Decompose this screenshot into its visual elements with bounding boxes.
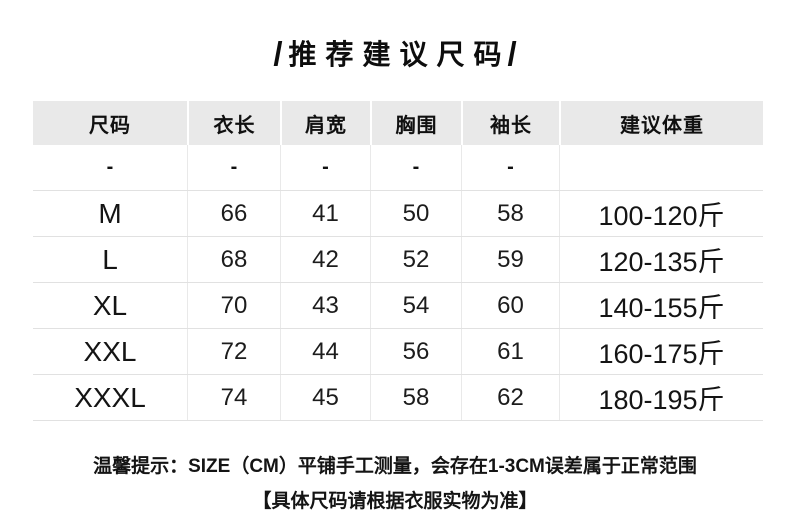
table-header-row: 尺码 衣长 肩宽 胸围 袖长 建议体重 bbox=[33, 101, 763, 145]
table-cell: 60 bbox=[461, 283, 559, 328]
table-cell: 45 bbox=[280, 375, 370, 420]
table-cell: XXL bbox=[83, 335, 137, 367]
table-cell: 180-195斤 bbox=[559, 375, 763, 420]
table-cell: 44 bbox=[280, 329, 370, 374]
table-cell: 74 bbox=[187, 375, 280, 420]
page-title-text: 推荐建议尺码 bbox=[288, 39, 511, 70]
footer-note-line2: 【具体尺码请根据衣服实物为准】 bbox=[252, 491, 538, 512]
table-row: XXXL 74 45 58 62 180-195斤 bbox=[33, 375, 763, 421]
table-cell: - bbox=[187, 145, 280, 190]
table-cell: XXXL bbox=[74, 381, 146, 413]
table-cell: M bbox=[98, 197, 122, 229]
table-cell: 72 bbox=[187, 329, 280, 374]
title-slash-left-icon: / bbox=[273, 35, 283, 72]
table-cell: - bbox=[461, 145, 559, 190]
table-cell: - bbox=[106, 156, 114, 178]
table-row: XL 70 43 54 60 140-155斤 bbox=[33, 283, 763, 329]
table-row: ----- bbox=[33, 145, 763, 191]
column-header-suggested-weight: 建议体重 bbox=[559, 101, 763, 145]
column-header-size: 尺码 bbox=[33, 101, 187, 145]
table-cell: 140-155斤 bbox=[559, 283, 763, 328]
table-cell: - bbox=[370, 145, 461, 190]
table-cell: 62 bbox=[461, 375, 559, 420]
table-body: - - - - - M 66 41 50 58 100-120斤 L 68 42 52 59 120-135斤 X… bbox=[33, 145, 763, 421]
table-cell: - bbox=[280, 145, 370, 190]
table-row: XXL 72 44 56 61 160-175斤 bbox=[33, 329, 763, 375]
table-cell: 58 bbox=[370, 375, 461, 420]
column-header-sleeve-length: 袖长 bbox=[461, 101, 559, 145]
table-cell: 42 bbox=[280, 237, 370, 282]
table-cell: 68 bbox=[187, 237, 280, 282]
footer-note-line1: 温馨提示：SIZE（CM）平铺手工测量，会存在1-3CM误差属于正常范围 bbox=[93, 456, 697, 477]
table-cell: 59 bbox=[461, 237, 559, 282]
table-cell: 66 bbox=[187, 191, 280, 236]
title-slash-right-icon: / bbox=[507, 35, 517, 72]
size-table: 尺码 衣长 肩宽 胸围 袖长 建议体重 - - - - - M 66 41 50 58 100-12… bbox=[33, 101, 763, 421]
table-cell: 54 bbox=[370, 283, 461, 328]
table-cell: 61 bbox=[461, 329, 559, 374]
table-cell: 50 bbox=[370, 191, 461, 236]
table-cell: 43 bbox=[280, 283, 370, 328]
table-cell: 41 bbox=[280, 191, 370, 236]
table-cell: 58 bbox=[461, 191, 559, 236]
page-title: / 推荐建议尺码/ bbox=[0, 33, 790, 73]
table-row: M 66 41 50 58 100-120斤 bbox=[33, 191, 763, 237]
table-cell: XL bbox=[92, 289, 128, 321]
column-header-shoulder-width: 肩宽 bbox=[280, 101, 370, 145]
table-cell: 70 bbox=[187, 283, 280, 328]
column-header-garment-length: 衣长 bbox=[187, 101, 280, 145]
table-cell: 52 bbox=[370, 237, 461, 282]
table-cell: 160-175斤 bbox=[559, 329, 763, 374]
table-cell: 120-135斤 bbox=[559, 237, 763, 282]
table-row: L 68 42 52 59 120-135斤 bbox=[33, 237, 763, 283]
table-cell: 100-120斤 bbox=[559, 191, 763, 236]
column-header-bust: 胸围 bbox=[370, 101, 461, 145]
table-cell bbox=[559, 145, 763, 190]
table-cell: L bbox=[102, 243, 118, 275]
table-cell: 56 bbox=[370, 329, 461, 374]
